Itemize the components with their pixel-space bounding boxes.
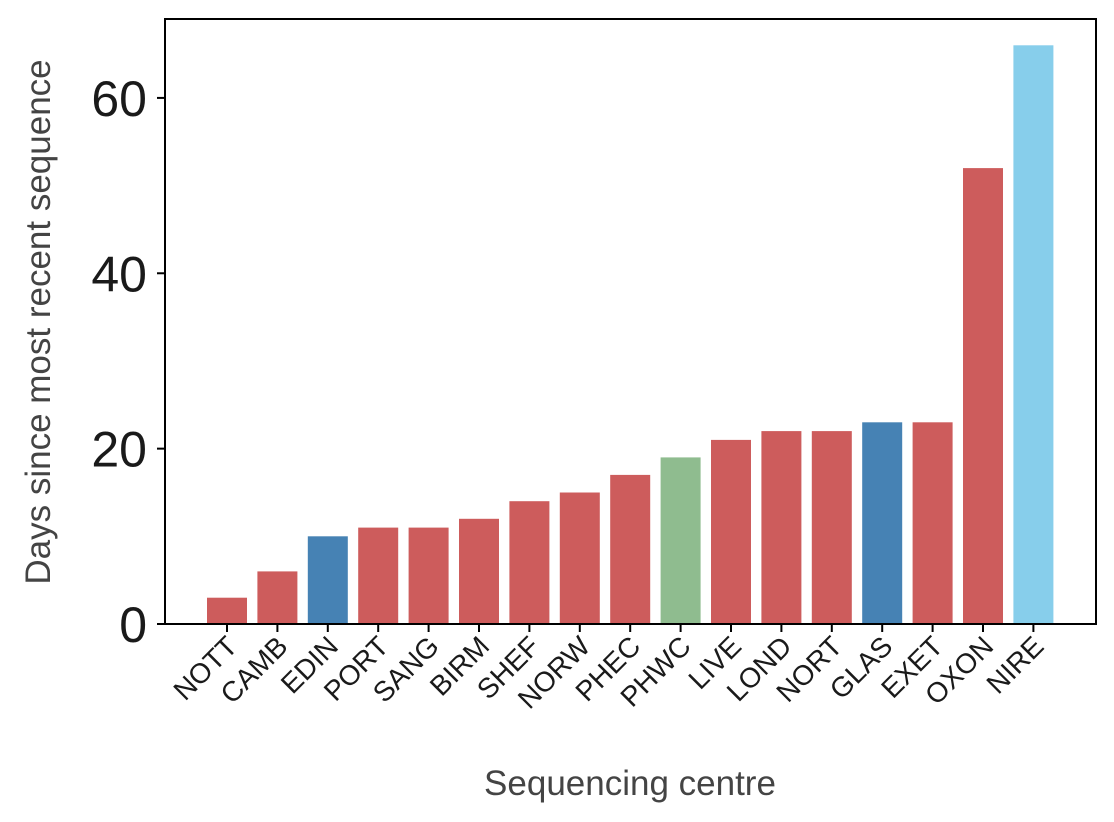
bar-nott [207,597,247,624]
y-tick-label: 0 [119,597,147,653]
bar-phec [610,474,651,624]
bar-shef [509,501,550,624]
bar-phwc [660,457,701,624]
y-tick-label: 60 [91,71,147,127]
plot-area-frame [164,18,1097,625]
bar-glas [862,422,903,624]
bar-edin [307,536,348,624]
bar-oxon [963,168,1003,624]
bar-exet [912,422,953,624]
y-tick-label: 40 [91,246,147,302]
bar-norw [559,492,600,624]
bars-layer [207,45,1054,625]
bar-lond [761,431,802,624]
y-tick-label: 20 [91,422,147,478]
bar-live [711,439,751,624]
bar-nire [1013,45,1054,625]
bar-nort [811,431,852,624]
bar-birm [459,518,499,624]
bar-port [358,527,399,624]
bar-sang [408,527,449,624]
x-tick-label: NIRE [980,630,1049,699]
x-axis-title: Sequencing centre [484,764,776,803]
bar-camb [257,571,298,624]
y-axis-title: Days since most recent sequence [19,59,58,584]
